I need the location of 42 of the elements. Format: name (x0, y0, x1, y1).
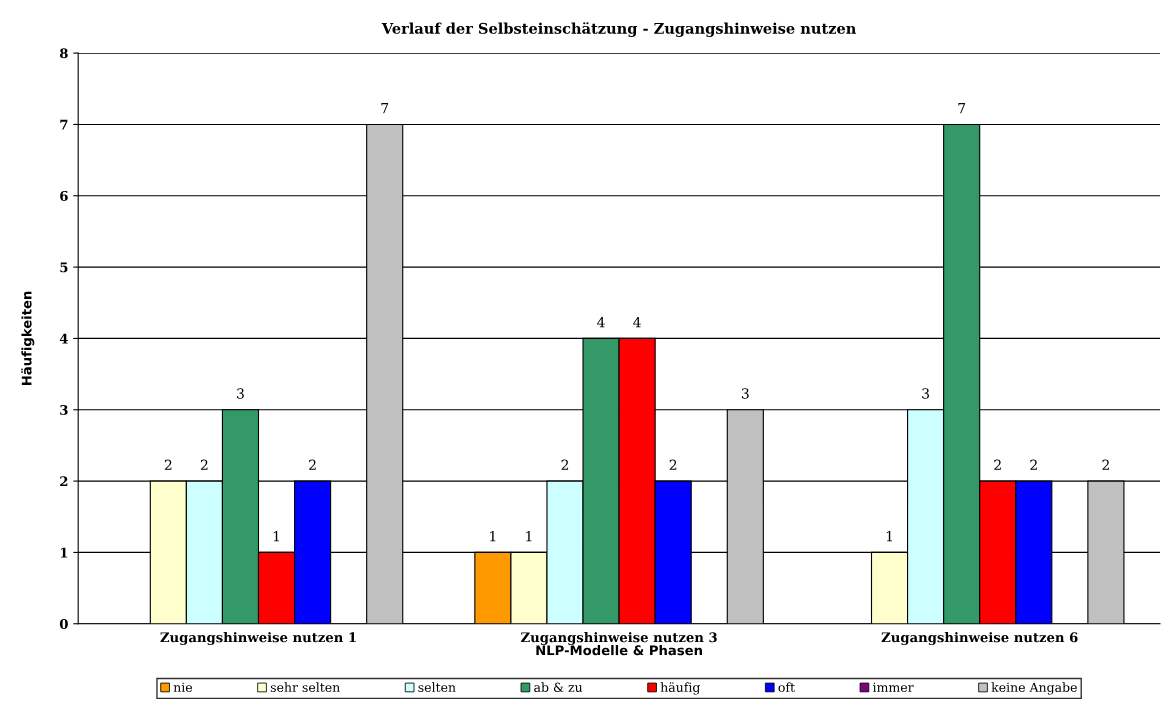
data-label: 2 (164, 459, 172, 470)
y-tick-label: 1 (60, 547, 68, 558)
data-label: 3 (237, 388, 244, 399)
legend-label: sehr selten (270, 682, 340, 693)
y-tick-label: 7 (60, 119, 68, 130)
data-label: 1 (886, 530, 892, 542)
data-label: 2 (200, 459, 208, 470)
legend-label: häufig (660, 682, 701, 695)
x-tick-label: Zugangshinweise nutzen 1 (160, 632, 356, 646)
data-label: 1 (526, 530, 532, 542)
data-label: 4 (597, 316, 605, 328)
data-label: 1 (490, 530, 496, 542)
y-tick-label: 8 (59, 48, 68, 59)
y-tick-label: 5 (60, 262, 68, 273)
x-tick-label: Zugangshinweise nutzen 6 (881, 632, 1078, 646)
data-label: 7 (381, 103, 389, 114)
data-label: 7 (958, 103, 966, 114)
y-tick-label: 3 (60, 404, 68, 415)
legend-label: nie (173, 682, 193, 693)
data-label: 2 (1030, 459, 1037, 470)
y-tick-label: 0 (59, 618, 68, 629)
chart-title: Verlauf der Selbsteinschätzung - Zugangshinweise nutzen (381, 22, 857, 37)
legend-label: selten (418, 682, 456, 693)
y-tick-label: 4 (59, 333, 68, 344)
y-tick-label: 2 (60, 476, 68, 487)
data-label: 3 (922, 388, 929, 399)
data-label: 2 (1102, 459, 1109, 470)
legend-label: ab & zu (534, 682, 583, 693)
data-label: 2 (994, 459, 1001, 470)
data-label: 2 (561, 459, 569, 470)
y-axis-title: Häufigkeiten (21, 291, 35, 386)
data-label: 3 (741, 388, 749, 399)
legend-label: keine Angabe (991, 682, 1077, 695)
legend-label: oft (778, 682, 795, 693)
data-label: 1 (273, 530, 279, 542)
data-label: 2 (669, 459, 677, 470)
y-tick-label: 6 (60, 190, 68, 201)
x-axis-title: NLP-Modelle & Phasen (536, 645, 702, 656)
data-label: 4 (633, 316, 641, 328)
data-label: 2 (309, 459, 316, 470)
x-tick-label: Zugangshinweise nutzen 3 (521, 632, 717, 646)
legend-label: immer (873, 682, 914, 693)
